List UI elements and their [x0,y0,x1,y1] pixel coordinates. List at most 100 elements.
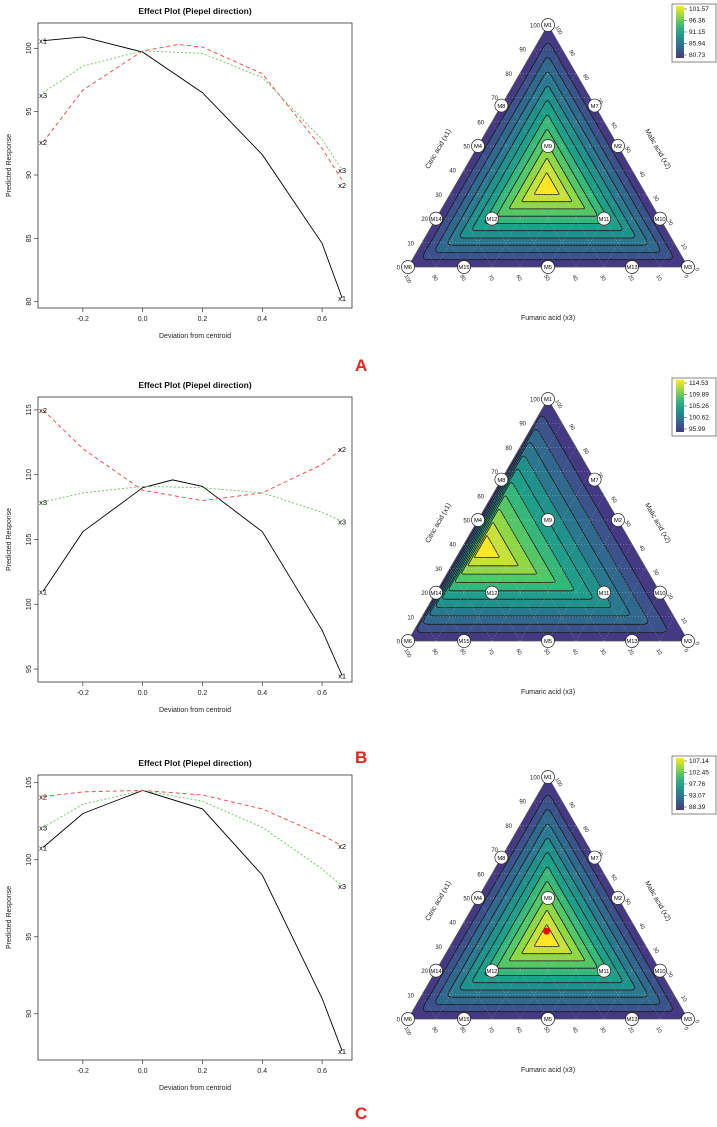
right-tick-label: 60 [609,122,617,130]
bottom-tick-label: 100 [402,274,412,285]
design-point-label-m6: M6 [404,265,412,271]
left-tick-label: 50 [463,145,470,151]
design-point-m9 [541,513,555,527]
line-label-x1: x1 [338,1047,346,1056]
grid-line [477,519,549,642]
legend-value: 93.07 [689,793,706,800]
series-line-x2 [43,789,343,847]
right-tick-label: 100 [553,777,563,788]
axis-title-malic: Malic acid (x2) [643,880,672,923]
x-tick-label: -0.2 [77,316,89,323]
bottom-tick-label: 60 [514,1026,522,1034]
legend-value: 100.62 [689,415,709,422]
design-point-label-m4: M4 [474,518,483,524]
y-axis-label: Predicted Response [6,134,13,197]
effect-plot-b: Effect Plot (Piepel direction) -0.2 0.0 0.2… [6,380,353,714]
x-tick-label: 0.4 [257,690,267,697]
line-label-x2: x2 [39,793,47,802]
axis-title-citric: Citric acid (x1) [424,502,452,544]
series-line-x3 [42,50,343,171]
design-point-label-m3: M3 [684,639,692,645]
left-tick-label: 90 [519,800,526,806]
design-point-label-m2: M2 [614,518,622,524]
design-point-label-m1: M1 [544,775,552,781]
y-tick-label: 110 [26,469,33,480]
design-point-m14 [429,963,443,978]
left-tick-label: 80 [505,446,512,452]
right-tick-label: 0 [693,267,700,273]
right-tick-label: 30 [651,194,659,202]
x-axis-label: Deviation from centroid [159,333,231,340]
series-line-x1 [43,36,343,299]
design-point-m3 [681,634,695,648]
y-tick-label: 85 [26,234,33,242]
design-point-m6 [401,634,415,648]
line-label-x3: x3 [338,882,346,891]
grid-line [603,946,647,1020]
bottom-tick-label: 50 [542,1026,550,1034]
right-tick-label: 50 [623,898,631,906]
legend-value: 85.94 [689,41,706,48]
series-line-x3 [43,485,343,522]
design-point-label-m14: M14 [430,217,442,223]
x-tick-label: 0.6 [317,690,327,697]
legend-value: 109.89 [689,392,709,399]
design-point-m8 [494,472,509,487]
x-tick-label: 0.4 [257,316,267,323]
series-line-x1 [42,789,343,1051]
design-point-label-m14: M14 [430,591,442,597]
line-label-x2: x2 [338,445,346,454]
legend-value: 107.14 [689,758,709,765]
design-point-m12 [485,211,499,226]
x-tick-label: 0.0 [138,690,148,697]
bottom-tick-label: 80 [458,1026,466,1034]
design-point-label-m1: M1 [544,23,552,29]
right-tick-label: 20 [665,593,673,601]
y-tick-label: 95 [26,665,33,673]
right-tick-label: 80 [581,447,589,455]
legend-value: 91.15 [689,29,706,36]
design-point-m4 [471,891,485,905]
right-tick-label: 20 [665,971,673,979]
x-tick-label: -0.2 [77,1068,89,1075]
bottom-tick-label: 30 [598,648,606,656]
bottom-tick-label: 10 [654,274,662,282]
bottom-tick-label: 0 [682,274,689,280]
line-label-x2: x2 [338,842,346,851]
right-tick-label: 50 [623,520,631,528]
legend-value: 95.99 [689,426,706,433]
panel-label-c: C [355,1104,368,1123]
legend-value: 105.26 [689,403,709,410]
grid-line [477,897,549,1020]
design-point-m15 [457,634,471,648]
left-tick-label: 50 [463,519,470,525]
x-tick-label: 0.6 [317,316,327,323]
design-point-m10 [653,963,667,978]
x-tick-label: 0.0 [138,316,148,323]
design-point-m12 [485,585,499,600]
axis-title-malic: Malic acid (x2) [643,128,672,171]
design-point-label-m3: M3 [684,265,692,271]
grid-line [463,544,521,642]
y-axis-label: Predicted Response [6,886,13,949]
design-point-label-m15: M15 [458,1017,469,1023]
line-label-x3: x3 [39,91,47,100]
design-point-label-m10: M10 [654,591,665,597]
design-point-m13 [625,1012,639,1026]
line-label-x1: x1 [39,37,47,46]
design-point-label-m11: M11 [599,591,610,597]
bottom-tick-label: 80 [458,274,466,282]
grid-line [547,145,619,268]
y-tick-label: 105 [26,534,33,546]
design-point-label-m1: M1 [544,397,552,403]
bottom-tick-label: 60 [514,648,522,656]
right-tick-label: 90 [567,801,575,809]
ternary-plot-b: 0102030405060708090100100908070605040302… [397,377,717,696]
design-point-m14 [429,585,443,600]
right-tick-label: 90 [567,423,575,431]
grid-line [603,568,647,642]
y-tick-label: 95 [26,108,33,116]
ternary-plot-a: 0102030405060708090100100908070605040302… [397,3,717,322]
bottom-tick-label: 10 [654,648,662,656]
design-point-label-m10: M10 [654,969,665,975]
